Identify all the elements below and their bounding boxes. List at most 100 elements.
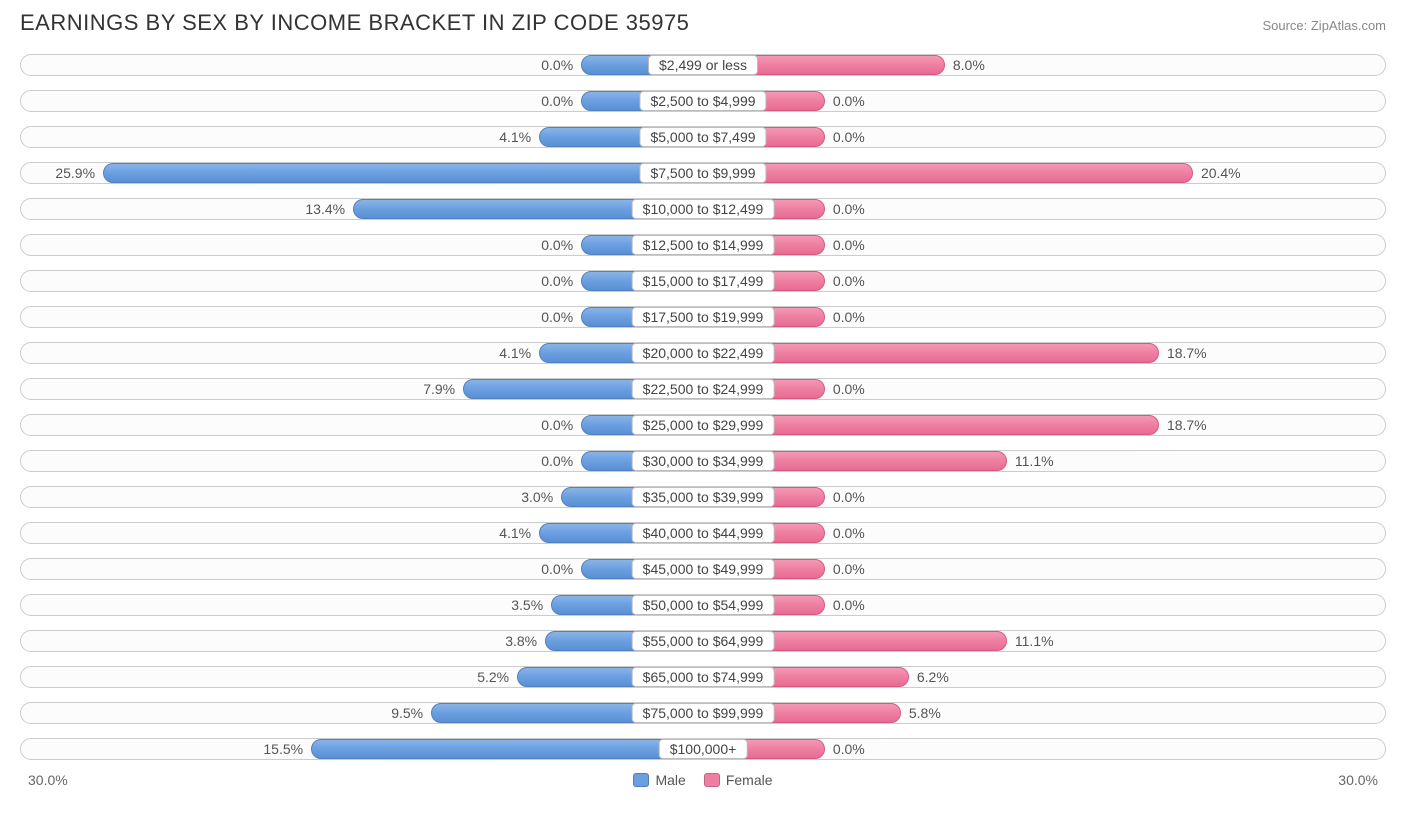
chart-row: 3.0%0.0%$35,000 to $39,999 [20,480,1386,514]
chart-row: 0.0%11.1%$30,000 to $34,999 [20,444,1386,478]
female-pct-label: 0.0% [833,381,865,397]
bracket-label: $20,000 to $22,499 [632,343,775,363]
female-half: 0.0% [703,199,1385,219]
axis-max-left: 30.0% [28,772,68,788]
row-pill: 7.9%0.0%$22,500 to $24,999 [20,378,1386,400]
female-half: 20.4% [703,163,1385,183]
male-half: 0.0% [21,415,703,435]
female-half: 0.0% [703,127,1385,147]
male-pct-label: 4.1% [499,129,531,145]
female-pct-label: 5.8% [909,705,941,721]
chart-title: EARNINGS BY SEX BY INCOME BRACKET IN ZIP… [20,10,689,36]
bracket-label: $17,500 to $19,999 [632,307,775,327]
row-pill: 5.2%6.2%$65,000 to $74,999 [20,666,1386,688]
female-pct-label: 0.0% [833,201,865,217]
chart-row: 0.0% 8.0%$2,499 or less [20,48,1386,82]
chart-row: 5.2%6.2%$65,000 to $74,999 [20,660,1386,694]
bracket-label: $75,000 to $99,999 [632,703,775,723]
male-half: 0.0% [21,559,703,579]
chart-row: 4.1% 0.0% $5,000 to $7,499 [20,120,1386,154]
axis-max-right: 30.0% [1338,772,1378,788]
row-pill: 4.1% 18.7% $20,000 to $22,499 [20,342,1386,364]
bracket-label: $35,000 to $39,999 [632,487,775,507]
bracket-label: $12,500 to $14,999 [632,235,775,255]
row-pill: 13.4%0.0%$10,000 to $12,499 [20,198,1386,220]
legend-female-label: Female [726,772,773,788]
male-half: 13.4% [21,199,703,219]
bracket-label: $50,000 to $54,999 [632,595,775,615]
female-pct-label: 20.4% [1201,165,1241,181]
chart-row: 4.1% 0.0% $40,000 to $44,999 [20,516,1386,550]
chart-row: 13.4%0.0%$10,000 to $12,499 [20,192,1386,226]
female-half: 6.2% [703,667,1385,687]
male-pct-label: 4.1% [499,525,531,541]
female-pct-label: 18.7% [1167,345,1207,361]
male-half: 7.9% [21,379,703,399]
male-pct-label: 0.0% [541,237,573,253]
bracket-label: $55,000 to $64,999 [632,631,775,651]
female-half: 11.1% [703,631,1385,651]
female-pct-label: 0.0% [833,525,865,541]
row-pill: 0.0% 0.0% $12,500 to $14,999 [20,234,1386,256]
male-pct-label: 0.0% [541,417,573,433]
chart-row: 0.0%0.0%$17,500 to $19,999 [20,300,1386,334]
bracket-label: $2,499 or less [648,55,758,75]
legend-male-label: Male [655,772,685,788]
female-pct-label: 11.1% [1015,633,1054,649]
male-pct-label: 3.8% [505,633,537,649]
male-half: 4.1% [21,343,703,363]
female-pct-label: 0.0% [833,237,865,253]
male-bar [103,163,703,183]
chart-row: 0.0%0.0%$2,500 to $4,999 [20,84,1386,118]
row-pill: 0.0%0.0%$2,500 to $4,999 [20,90,1386,112]
male-half: 25.9% [21,163,703,183]
chart-row: 7.9%0.0%$22,500 to $24,999 [20,372,1386,406]
female-half: 8.0% [703,55,1385,75]
male-pct-label: 5.2% [477,669,509,685]
male-pct-label: 3.5% [511,597,543,613]
female-half: 0.0% [703,271,1385,291]
row-pill: 0.0% 8.0%$2,499 or less [20,54,1386,76]
female-half: 0.0% [703,487,1385,507]
chart-row: 0.0% 0.0% $12,500 to $14,999 [20,228,1386,262]
male-half: 0.0% [21,451,703,471]
chart-row: 15.5%0.0%$100,000+ [20,732,1386,766]
row-pill: 4.1% 0.0% $5,000 to $7,499 [20,126,1386,148]
female-pct-label: 0.0% [833,309,865,325]
female-pct-label: 0.0% [833,129,865,145]
bracket-label: $40,000 to $44,999 [632,523,775,543]
header: EARNINGS BY SEX BY INCOME BRACKET IN ZIP… [20,10,1386,36]
row-pill: 3.8% 11.1% $55,000 to $64,999 [20,630,1386,652]
legend-item-female: Female [704,772,773,788]
row-pill: 25.9%20.4%$7,500 to $9,999 [20,162,1386,184]
row-pill: 3.5%0.0%$50,000 to $54,999 [20,594,1386,616]
female-pct-label: 11.1% [1015,453,1054,469]
legend-item-male: Male [633,772,685,788]
source-attribution: Source: ZipAtlas.com [1262,18,1386,33]
row-pill: 0.0%0.0%$17,500 to $19,999 [20,306,1386,328]
female-pct-label: 0.0% [833,741,865,757]
female-half: 11.1% [703,451,1385,471]
male-half: 3.5% [21,595,703,615]
row-pill: 3.0%0.0%$35,000 to $39,999 [20,486,1386,508]
male-pct-label: 9.5% [391,705,423,721]
male-pct-label: 0.0% [541,273,573,289]
chart-row: 3.8% 11.1% $55,000 to $64,999 [20,624,1386,658]
male-half: 0.0% [21,55,703,75]
bracket-label: $5,000 to $7,499 [639,127,766,147]
female-pct-label: 0.0% [833,489,865,505]
male-half: 0.0% [21,235,703,255]
legend: Male Female [633,772,772,788]
female-pct-label: 6.2% [917,669,949,685]
male-half: 4.1% [21,523,703,543]
diverging-bar-chart: 0.0%8.0%$2,499 or less0.0%0.0%$2,500 to … [20,48,1386,766]
male-half: 0.0% [21,307,703,327]
male-half: 9.5% [21,703,703,723]
bracket-label: $2,500 to $4,999 [639,91,766,111]
male-pct-label: 7.9% [423,381,455,397]
male-pct-label: 0.0% [541,57,573,73]
female-half: 0.0% [703,523,1385,543]
female-half: 0.0% [703,91,1385,111]
bracket-label: $100,000+ [659,739,748,759]
female-bar [703,163,1193,183]
